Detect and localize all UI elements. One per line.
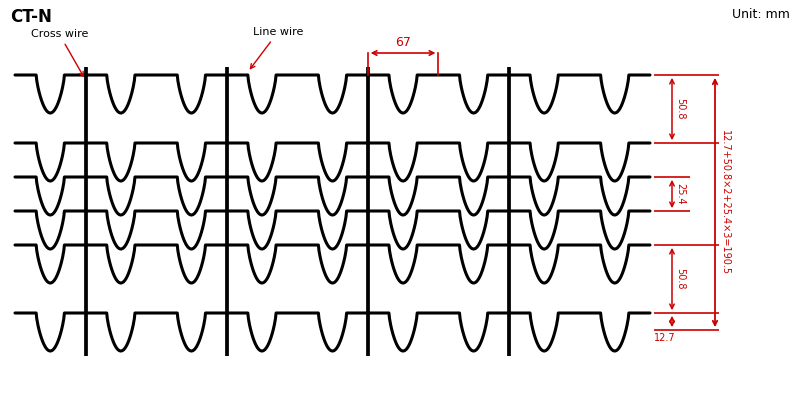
Text: 67: 67 bbox=[395, 36, 411, 49]
Text: 25.4: 25.4 bbox=[675, 183, 685, 205]
Text: Line wire: Line wire bbox=[250, 27, 303, 68]
Text: Cross wire: Cross wire bbox=[30, 29, 88, 76]
Text: 50.8: 50.8 bbox=[675, 98, 685, 120]
Text: 12.7: 12.7 bbox=[654, 333, 676, 343]
Text: 12.7+50.8×2+25.4×3=190.5: 12.7+50.8×2+25.4×3=190.5 bbox=[720, 130, 730, 275]
Text: Unit: mm: Unit: mm bbox=[732, 8, 790, 21]
Text: 50.8: 50.8 bbox=[675, 268, 685, 290]
Text: CT-N: CT-N bbox=[10, 8, 52, 26]
